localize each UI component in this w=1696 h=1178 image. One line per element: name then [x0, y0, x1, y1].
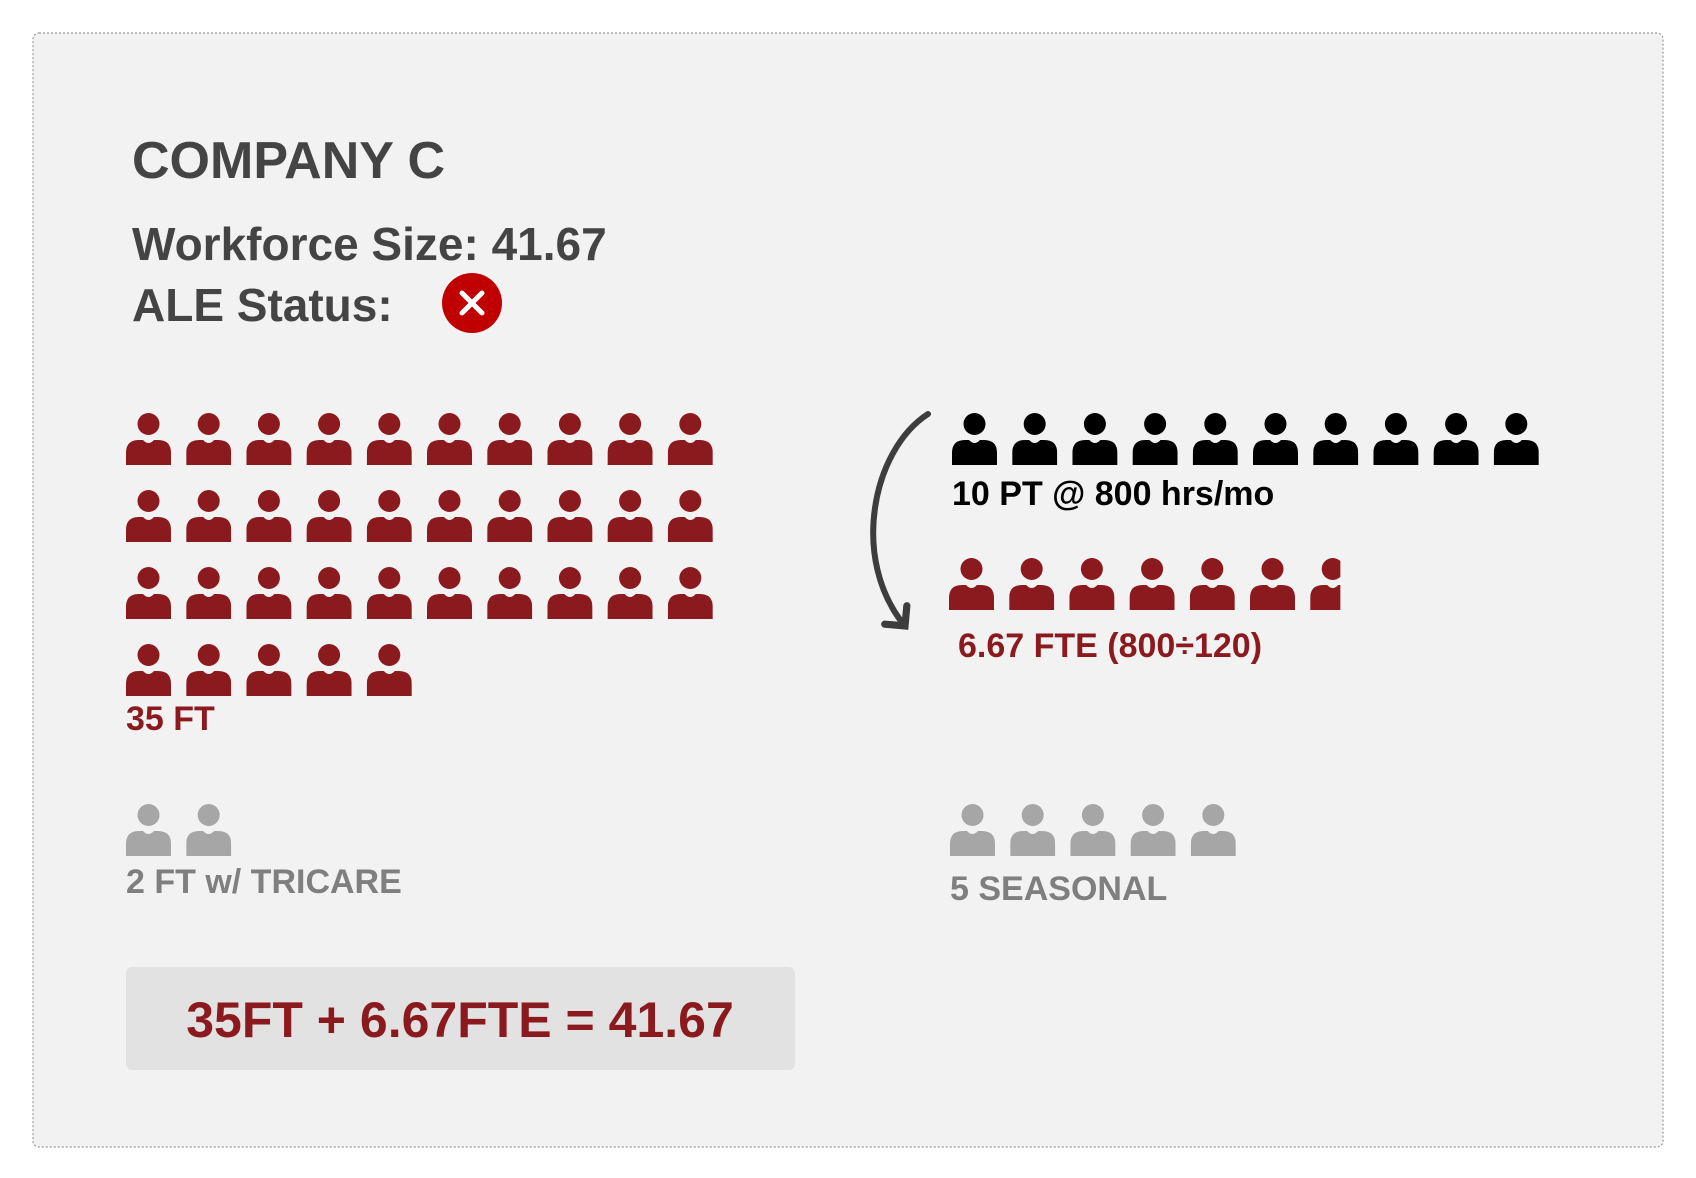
ale-status: ALE Status: [132, 279, 393, 331]
conversion-arrow [870, 411, 931, 630]
group-label: 6.67 FTE (800÷120) [958, 627, 1262, 665]
group-label: 35 FT [126, 700, 215, 738]
card [32, 32, 1664, 1148]
formula: 35FT + 6.67FTE = 41.67 [186, 992, 734, 1048]
status-icon [442, 273, 502, 333]
group-label: 10 PT @ 800 hrs/mo [952, 475, 1274, 513]
group-label: 2 FT w/ TRICARE [126, 863, 402, 901]
group-label: 5 SEASONAL [950, 870, 1167, 908]
workforce-size: Workforce Size: 41.67 [132, 218, 607, 270]
formula-box [126, 967, 795, 1070]
title: COMPANY C [132, 132, 445, 190]
